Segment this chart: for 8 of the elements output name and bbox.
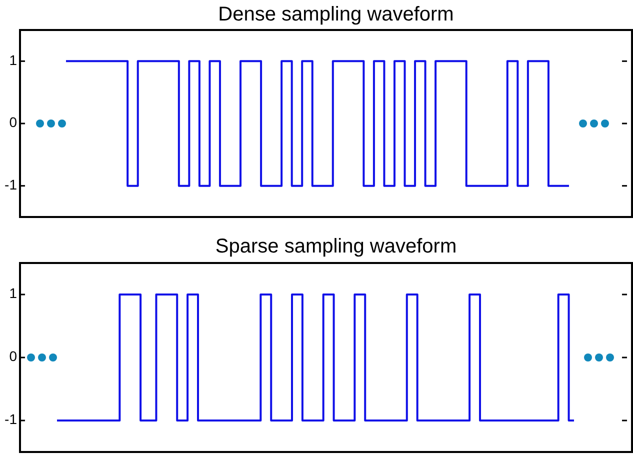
- y-tick-label: 1: [9, 285, 18, 302]
- y-tick-label: -1: [4, 411, 18, 428]
- chart-title: Sparse sampling waveform: [215, 235, 457, 258]
- chart-title: Dense sampling waveform: [218, 3, 454, 26]
- y-tick-label: 1: [9, 52, 18, 68]
- y-tick-label: -1: [4, 176, 18, 193]
- y-tick-label: 0: [9, 114, 18, 130]
- y-tick-label: 0: [9, 348, 18, 364]
